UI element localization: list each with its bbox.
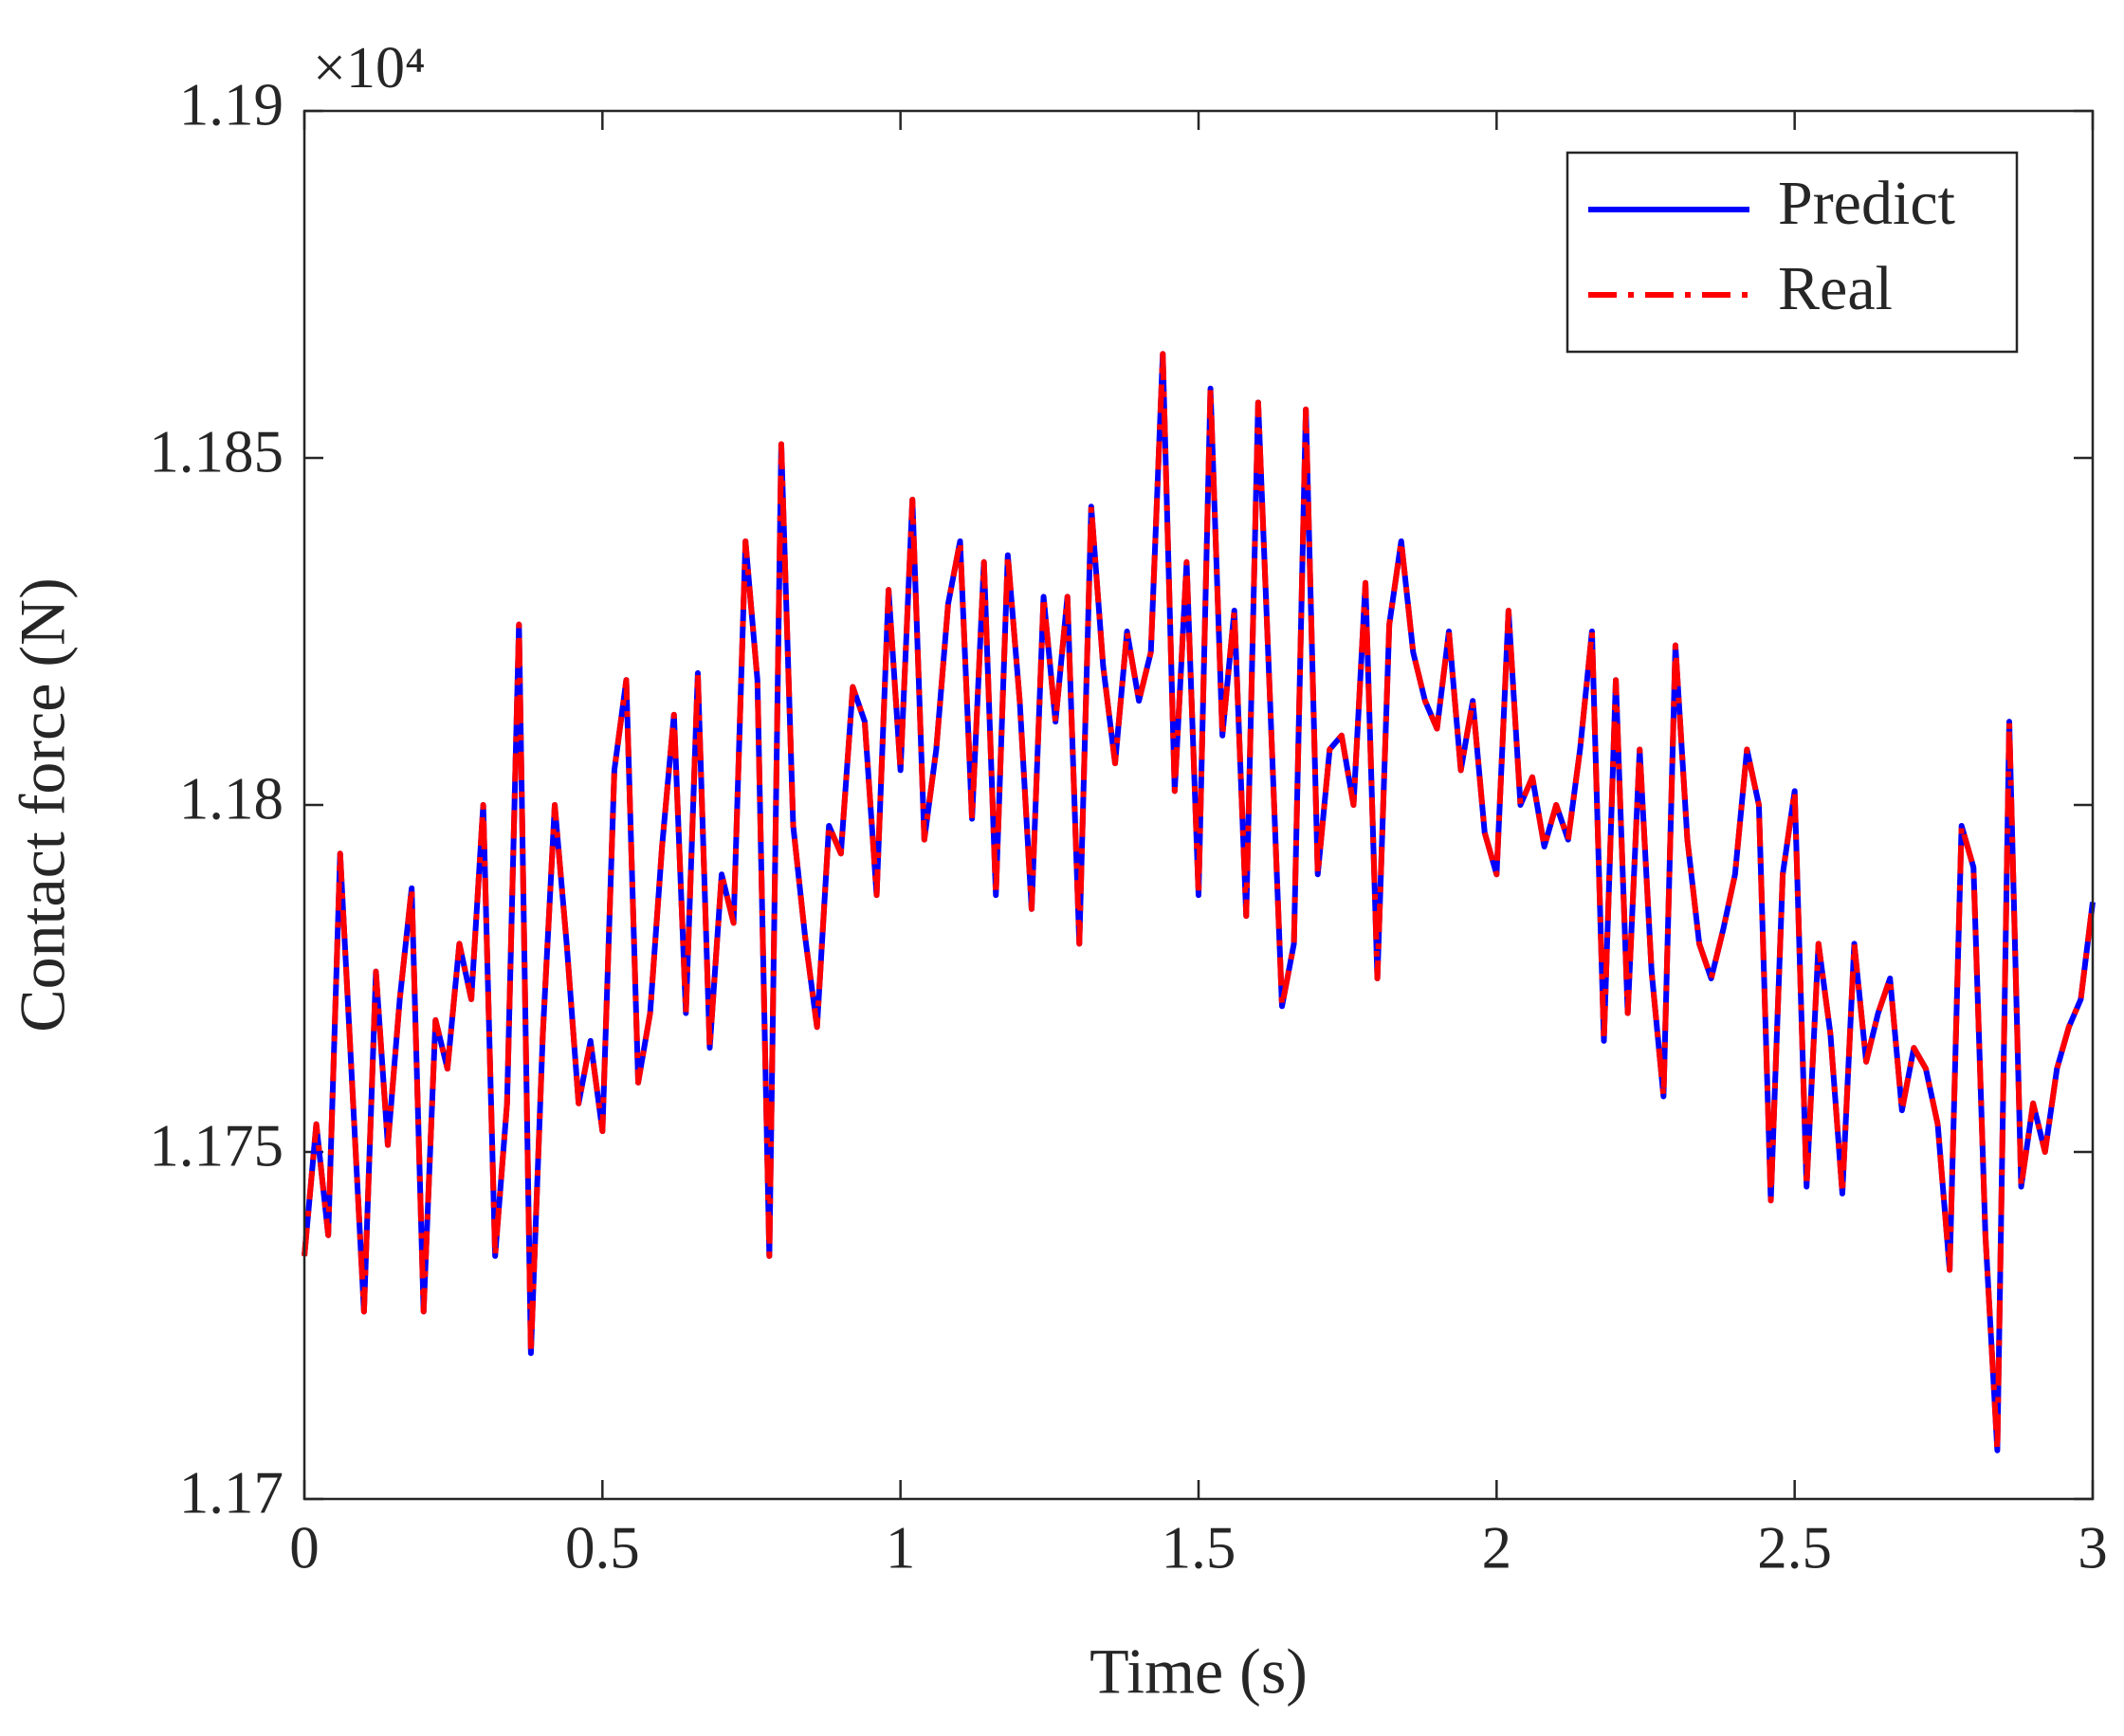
axis-multiplier: ×10⁴ (313, 36, 426, 101)
x-tick-label: 0.5 (565, 1514, 640, 1581)
x-tick-label: 2.5 (1757, 1514, 1832, 1581)
y-tick-label: 1.175 (149, 1112, 284, 1179)
legend-label: Real (1778, 254, 1893, 323)
y-tick-label: 1.18 (179, 765, 284, 831)
legend-box (1566, 151, 2019, 354)
x-tick-label: 2 (1482, 1514, 1512, 1581)
y-axis-label: Contact force (N) (7, 577, 79, 1032)
x-tick-label: 0 (289, 1514, 320, 1581)
y-tick-label: 1.19 (179, 71, 284, 137)
y-tick-label: 1.185 (149, 418, 284, 484)
x-tick-label: 1 (886, 1514, 916, 1581)
plot-frame (302, 109, 2095, 1501)
y-tick-label: 1.17 (179, 1459, 284, 1526)
x-axis-label: Time (s) (1089, 1635, 1308, 1708)
x-tick-label: 3 (2078, 1514, 2108, 1581)
x-tick-label: 1.5 (1162, 1514, 1236, 1581)
series-line (302, 351, 2096, 1453)
legend-label: Predict (1778, 169, 1955, 238)
